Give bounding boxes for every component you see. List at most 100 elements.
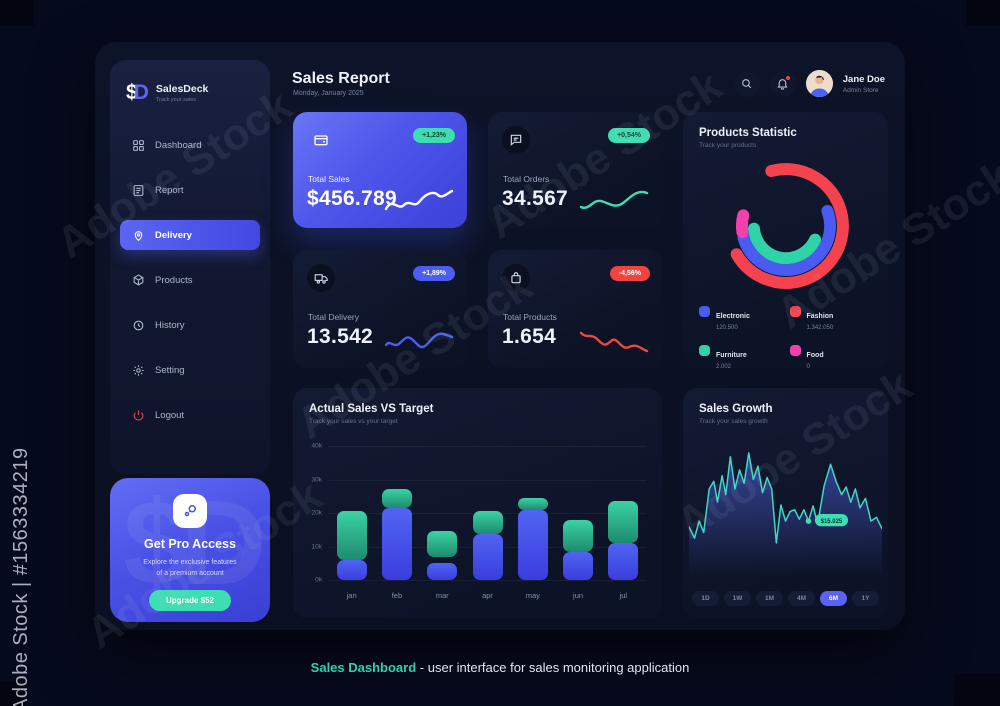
bar-segment-target-feb [381, 488, 412, 508]
range-1d[interactable]: 1D [692, 591, 719, 606]
stat-label: Total Delivery [308, 312, 360, 322]
bar-segment-target-apr [472, 511, 503, 535]
logout-power-icon [133, 409, 144, 421]
stat-label: Total Orders [503, 174, 550, 184]
trend-badge: +1,89% [413, 266, 455, 281]
page-date: Monday, January 2025 [293, 90, 364, 97]
x-axis-label: jan [346, 591, 357, 600]
legend-item-furniture: Furniture 2.002 [699, 344, 790, 370]
sales-vs-target-panel: Actual Sales VS Target Track your sales … [293, 388, 662, 618]
image-caption: Sales Dashboard - user interface for sal… [310, 660, 690, 675]
notifications-button[interactable] [769, 70, 796, 97]
gridline: 30k [312, 476, 646, 483]
sidebar-item-label: Setting [155, 364, 185, 376]
watermark-tile [0, 0, 34, 26]
header-actions: Jane Doe Admin Store [733, 70, 885, 97]
sidebar-item-setting[interactable]: Setting [120, 355, 260, 385]
trend-badge: -4,56% [609, 266, 650, 281]
panel-title: Actual Sales VS Target [309, 403, 434, 415]
history-clock-icon [133, 320, 144, 330]
sidebar-item-label: Logout [155, 409, 185, 421]
stat-value: 1.654 [502, 325, 557, 348]
stat-label: Total Products [503, 312, 557, 322]
stat-value: 34.567 [502, 187, 569, 210]
panel-title: Sales Growth [699, 403, 773, 415]
dashboard-window: $D SalesDeck Track your sales Dashboard … [95, 42, 905, 630]
sidebar-item-logout[interactable]: Logout [120, 400, 260, 430]
sales-growth-panel: Sales Growth Track your sales growth $15… [683, 388, 888, 618]
search-button[interactable] [733, 70, 760, 97]
sparkline [384, 332, 454, 349]
trend-badge: +0,54% [608, 128, 650, 143]
avatar[interactable] [805, 70, 833, 97]
dashboard-icon [133, 139, 144, 151]
sidebar-nav: Dashboard Report Delivery Products Histo… [110, 111, 270, 430]
sidebar-item-dashboard[interactable]: Dashboard [120, 130, 260, 160]
truck-icon [307, 264, 335, 292]
panel-title: Products Statistic [699, 127, 797, 139]
wallet-icon [307, 126, 335, 154]
stat-value: 13.542 [307, 325, 374, 348]
products-statistic-panel: Products Statistic Track your products E… [683, 112, 888, 370]
range-1m[interactable]: 1M [756, 591, 783, 606]
bell-icon [777, 79, 788, 90]
sidebar-item-label: Report [155, 184, 184, 196]
stat-card-total-products: -4,56% Total Products 1.654 [488, 250, 662, 368]
sidebar-item-history[interactable]: History [120, 310, 260, 340]
products-cube-icon [133, 273, 144, 285]
donut-legend: Electronic 120.500 Fashion 1.342.050 Furni… [699, 305, 880, 370]
range-6m[interactable]: 6M [820, 591, 847, 606]
bar-segment-target-jul [608, 501, 639, 544]
search-icon [742, 79, 752, 89]
bar-segment-target-mar [427, 530, 458, 557]
bar-segment-target-may [517, 497, 548, 510]
app-logo: $D SalesDeck Track your sales [110, 60, 270, 111]
bar-segment-actual-feb [381, 507, 412, 580]
range-1y[interactable]: 1Y [852, 591, 879, 606]
promo-description: Explore the exclusive features of a prem… [143, 559, 237, 577]
sparkline [384, 189, 454, 211]
peak-value-badge: $15.025 [814, 513, 848, 527]
upgrade-button[interactable]: Upgrade $52 [148, 589, 232, 611]
y-axis-tick: 10k [311, 543, 322, 550]
bar-segment-target-jun [563, 519, 594, 552]
stat-card-total-orders: +0,54% Total Orders 34.567 [488, 112, 662, 228]
legend-swatch [789, 345, 801, 356]
bar-segment-actual-may [517, 509, 548, 580]
panel-subtitle: Track your sales vs your target [309, 418, 398, 425]
sparkline [579, 190, 649, 209]
sidebar-item-report[interactable]: Report [120, 175, 260, 205]
delivery-pin-icon [134, 230, 143, 241]
stat-label: Total Sales [308, 174, 350, 184]
x-axis-label: feb [391, 591, 403, 600]
donut-segment-electronic [735, 175, 836, 277]
legend-item-fashion: Fashion 1.342.050 [789, 305, 881, 331]
watermark-tile [966, 0, 1000, 26]
sidebar-item-label: Products [155, 274, 193, 286]
x-axis-label: jul [619, 591, 628, 600]
app-name: SalesDeck [155, 82, 209, 95]
y-axis-tick: 20k [311, 509, 322, 517]
sidebar-item-products[interactable]: Products [120, 265, 260, 295]
sidebar-item-label: Dashboard [155, 139, 202, 151]
panel-subtitle: Track your products [699, 142, 757, 149]
bar-segment-target-jan [336, 511, 367, 560]
sales-growth-chart: $15.025 [689, 452, 882, 576]
range-4m[interactable]: 4M [788, 591, 815, 606]
x-axis-label: mar [435, 591, 449, 600]
sidebar-item-delivery[interactable]: Delivery [120, 220, 260, 250]
y-axis-tick: 30k [311, 476, 322, 483]
stat-card-total-delivery: +1,89% Total Delivery 13.542 [293, 250, 467, 368]
panel-subtitle: Track your sales growth [699, 418, 768, 425]
y-axis-tick: 0k [315, 576, 322, 584]
sparkline [579, 331, 649, 353]
bar-segment-actual-apr [472, 534, 503, 580]
bar-segment-actual-jul [608, 543, 639, 580]
bar-chart-x-labels: jan feb mar apr may jun jul [329, 591, 646, 601]
notification-dot [785, 75, 790, 80]
watermark-tile [954, 674, 1000, 706]
pro-access-card: $D Get Pro Access Explore the exclusive … [110, 478, 270, 622]
gridline: 0k [315, 577, 646, 584]
range-1w[interactable]: 1W [724, 591, 751, 606]
